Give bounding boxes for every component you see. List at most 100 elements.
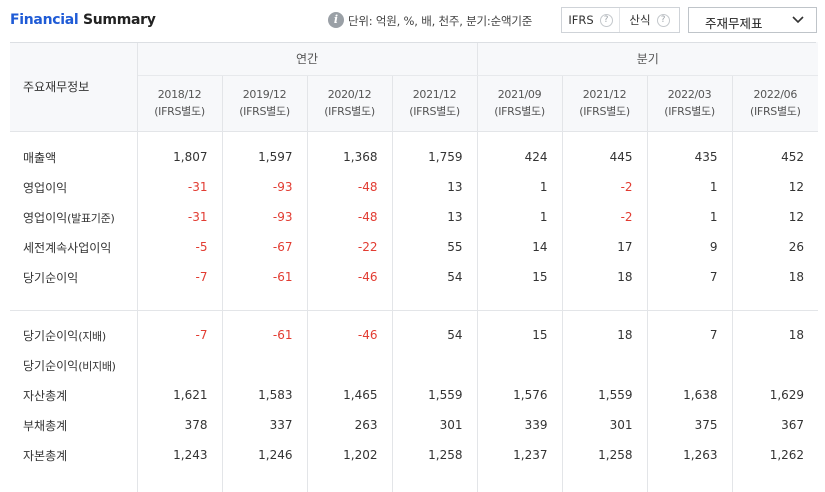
spacer-cell xyxy=(392,470,478,492)
spacer-cell xyxy=(222,470,308,492)
value-cell: 367 xyxy=(781,418,805,432)
ifrs-formula-toggle: IFRS ? 산식 ? xyxy=(561,7,680,33)
value-cell: 1 xyxy=(647,202,733,232)
value-cell: 1,559 xyxy=(392,380,478,410)
row-label: 매출액 xyxy=(10,142,138,172)
spacer-row xyxy=(10,470,819,492)
spacer-cell xyxy=(732,310,818,320)
period-date: 2020/12 xyxy=(327,88,372,101)
value-cell: -7 xyxy=(137,320,223,350)
value-cell: 7 xyxy=(647,262,733,292)
value-cell: -46 xyxy=(307,262,393,292)
period-date: 2018/12 xyxy=(157,88,202,101)
spacer-cell xyxy=(647,310,733,320)
row-label-main: 자산총계 xyxy=(23,388,68,403)
row-label: 영업이익 xyxy=(10,172,138,202)
help-icon[interactable]: ? xyxy=(656,13,670,27)
spacer-cell xyxy=(137,131,223,142)
spacer-cell xyxy=(307,470,393,492)
value-cell: 7 xyxy=(647,320,733,350)
period-standard: (IFRS별도) xyxy=(409,105,460,118)
table-body: 매출액 1,807 1,597 1,368 1,759 424 445 435 452 영업이익 -… xyxy=(10,131,819,492)
period-standard: (IFRS별도) xyxy=(494,105,545,118)
period-header: 2021/12 (IFRS별도) xyxy=(562,75,648,132)
value-cell: 424 xyxy=(477,142,563,172)
ifrs-button[interactable]: IFRS ? xyxy=(562,8,620,32)
value-cell: 18 xyxy=(788,270,805,284)
period-header: 2020/12 (IFRS별도) xyxy=(307,75,393,132)
value-cell: 13 xyxy=(392,172,478,202)
value-cell xyxy=(137,350,223,380)
value-cell: -5 xyxy=(137,232,223,262)
period-date: 2021/12 xyxy=(582,88,627,101)
value-cell: 1,759 xyxy=(392,142,478,172)
table-row: 부채총계 378 337 263 301 339 301 375 367 xyxy=(10,410,818,440)
unit-description: 단위: 억원, %, 배, 천주, 분기:순액기준 xyxy=(348,14,533,28)
spacer-cell xyxy=(10,470,138,492)
row-label-main: 당기순이익 xyxy=(23,328,79,343)
spacer-cell xyxy=(562,470,648,492)
spacer-cell xyxy=(307,310,393,320)
value-cell: 1,807 xyxy=(137,142,223,172)
value-cell: 1,629 xyxy=(769,388,805,402)
spacer-cell xyxy=(10,310,138,320)
value-cell: 13 xyxy=(392,202,478,232)
value-cell: 1,246 xyxy=(222,440,308,470)
quarter-group-header: 분기 xyxy=(477,42,819,76)
row-label-main: 자본총계 xyxy=(23,448,68,463)
spacer-cell xyxy=(477,310,563,320)
spacer-cell xyxy=(222,292,308,311)
value-cell: 54 xyxy=(392,262,478,292)
value-cell: 339 xyxy=(477,410,563,440)
value-cell: 18 xyxy=(562,320,648,350)
value-cell xyxy=(307,350,393,380)
value-cell: 14 xyxy=(477,232,563,262)
table-row: 당기순이익 -7 -61 -46 54 15 18 7 18 xyxy=(10,262,818,292)
value-cell: 1,202 xyxy=(307,440,393,470)
table-row: 당기순이익(비지배) xyxy=(10,350,818,380)
spacer-cell xyxy=(137,292,223,311)
title-financial: Financial xyxy=(10,12,79,28)
help-icon[interactable]: ? xyxy=(599,13,613,27)
value-cell: 1,237 xyxy=(477,440,563,470)
formula-button[interactable]: 산식 ? xyxy=(620,8,679,32)
spacer-cell xyxy=(392,131,478,142)
info-icon[interactable]: i xyxy=(328,12,344,28)
spacer-cell xyxy=(562,310,648,320)
value-cell: 17 xyxy=(562,232,648,262)
row-label: 당기순이익 xyxy=(10,262,138,292)
value-cell: 1,243 xyxy=(137,440,223,470)
value-cell: 1,597 xyxy=(222,142,308,172)
period-standard: (IFRS별도) xyxy=(154,105,205,118)
spacer-row xyxy=(10,310,818,320)
formula-label: 산식 xyxy=(629,13,651,27)
statement-type-select[interactable]: 주재무제표 xyxy=(688,7,817,33)
value-cell: -46 xyxy=(307,320,393,350)
row-label: 영업이익(발표기준) xyxy=(10,202,138,232)
value-cell: 9 xyxy=(647,232,733,262)
spacer-cell xyxy=(732,292,819,311)
value-cell: 15 xyxy=(477,262,563,292)
value-cell: 263 xyxy=(307,410,393,440)
value-cell xyxy=(732,350,818,380)
table-row: 매출액 1,807 1,597 1,368 1,759 424 445 435 452 xyxy=(10,142,818,172)
value-cell: -31 xyxy=(137,172,223,202)
value-cell xyxy=(477,350,563,380)
value-cell: -31 xyxy=(137,202,223,232)
period-standard: (IFRS별도) xyxy=(664,105,715,118)
spacer-cell xyxy=(732,470,819,492)
period-header: 2019/12 (IFRS별도) xyxy=(222,75,308,132)
value-cell: 452 xyxy=(781,150,805,164)
row-label-main: 당기순이익 xyxy=(23,270,79,285)
ifrs-label: IFRS xyxy=(568,13,594,27)
row-label: 세전계속사업이익 xyxy=(10,232,138,262)
value-cell: 378 xyxy=(137,410,223,440)
annual-group-header: 연간 xyxy=(137,42,478,76)
value-cell: 435 xyxy=(647,142,733,172)
value-cell: -67 xyxy=(222,232,308,262)
select-value: 주재무제표 xyxy=(705,16,763,31)
spacer-cell xyxy=(647,292,733,311)
value-cell: 1,262 xyxy=(769,448,805,462)
period-standard: (IFRS별도) xyxy=(239,105,290,118)
value-cell xyxy=(562,350,648,380)
